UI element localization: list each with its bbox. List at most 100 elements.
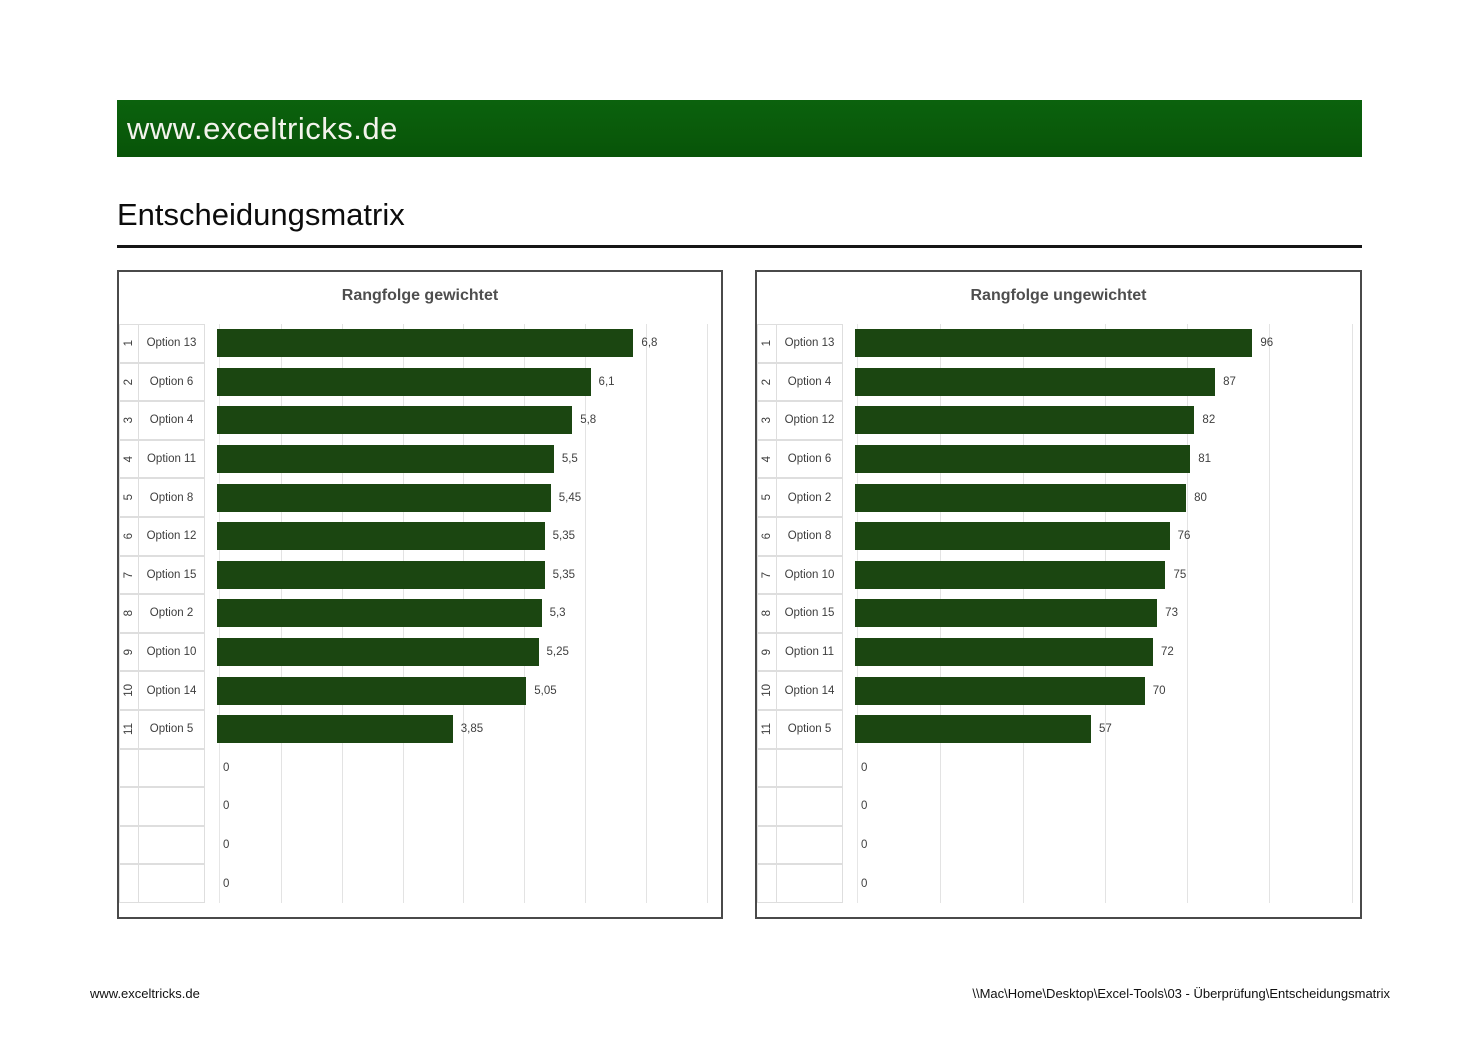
footer-file-path: \\Mac\Home\Desktop\Excel-Tools\03 - Über… — [972, 986, 1390, 1001]
rank-cell: 1 — [757, 324, 777, 363]
rank-cell — [757, 825, 777, 865]
value-label: 3,85 — [460, 723, 484, 736]
category-cell: Option 11 — [139, 439, 205, 479]
category-cell: Option 2 — [777, 478, 843, 517]
rank-label: 5 — [123, 494, 135, 501]
chart-row: 7 Option 10 75 — [757, 555, 1360, 595]
category-cell: Option 15 — [139, 555, 205, 595]
bar-track: 82 — [855, 401, 1360, 440]
category-cell: Option 8 — [139, 478, 205, 517]
chart-row: 4 Option 6 81 — [757, 439, 1360, 479]
bar-track: 73 — [855, 594, 1360, 633]
data-bar — [217, 406, 573, 435]
category-cell: Option 8 — [777, 516, 843, 556]
axis-gap — [843, 517, 855, 556]
chart-title: Rangfolge ungewichtet — [970, 287, 1147, 304]
data-bar — [217, 329, 634, 358]
rank-cell: 10 — [119, 671, 139, 710]
value-label: 6,1 — [598, 375, 615, 388]
chart-title: Rangfolge gewichtet — [341, 287, 499, 304]
data-bar — [217, 715, 453, 744]
rank-label: 1 — [761, 340, 773, 347]
rank-label: 9 — [123, 648, 135, 656]
chart-row: 5 Option 8 5,45 — [119, 478, 721, 517]
rank-label: 8 — [761, 610, 773, 617]
axis-gap — [843, 478, 855, 517]
chart-row: 8 Option 15 73 — [757, 594, 1360, 633]
axis-gap — [843, 363, 855, 402]
rank-label: 7 — [123, 571, 135, 579]
rank-cell: 9 — [119, 632, 139, 672]
data-bar — [855, 329, 1253, 358]
value-label: 0 — [223, 761, 230, 774]
data-bar — [855, 367, 1216, 396]
bar-track: 5,35 — [217, 556, 721, 595]
bar-track: 81 — [855, 440, 1360, 479]
data-bar — [217, 522, 545, 551]
chart-rows: 1 Option 13 6,8 2 Option 6 6,1 3 Option 4 5,8 4 Op… — [119, 324, 721, 903]
axis-gap — [205, 787, 217, 826]
chart-row: 0 — [757, 748, 1360, 788]
chart-row: 2 Option 4 87 — [757, 362, 1360, 402]
rank-cell: 7 — [757, 555, 777, 595]
bar-track: 5,35 — [217, 517, 721, 556]
chart-row: 0 — [119, 748, 721, 788]
rank-cell: 3 — [757, 401, 777, 440]
data-bar — [855, 638, 1154, 667]
data-bar — [855, 522, 1170, 551]
data-bar — [217, 560, 545, 589]
data-bar — [217, 367, 591, 396]
gridline — [585, 324, 587, 903]
axis-gap — [205, 478, 217, 517]
chart-row: 8 Option 2 5,3 — [119, 594, 721, 633]
chart-row: 0 — [119, 825, 721, 865]
axis-gap — [843, 556, 855, 595]
axis-gap — [843, 440, 855, 479]
chart-row: 7 Option 15 5,35 — [119, 555, 721, 595]
data-bar — [217, 638, 539, 667]
category-cell: Option 6 — [139, 362, 205, 402]
value-label: 5,35 — [552, 530, 576, 543]
axis-gap — [843, 710, 855, 749]
bar-track: 5,8 — [217, 401, 721, 440]
rank-cell: 6 — [757, 516, 777, 556]
chart-row: 3 Option 12 82 — [757, 401, 1360, 440]
value-label: 5,5 — [561, 453, 578, 466]
value-label: 82 — [1202, 414, 1216, 427]
data-bar — [855, 483, 1187, 512]
data-bar — [855, 445, 1191, 474]
rank-cell: 3 — [119, 401, 139, 440]
axis-gap — [205, 517, 217, 556]
category-cell: Option 5 — [139, 709, 205, 749]
axis-gap — [843, 401, 855, 440]
rank-cell: 2 — [119, 362, 139, 402]
data-bar — [217, 483, 551, 512]
category-cell — [777, 864, 843, 903]
axis-gap — [205, 749, 217, 788]
data-bar — [855, 676, 1145, 705]
chart-row: 0 — [119, 864, 721, 903]
data-bar — [217, 676, 527, 705]
rank-label: 2 — [123, 378, 135, 386]
axis-gap — [843, 594, 855, 633]
axis-gap — [205, 324, 217, 363]
chart-rangfolge-gewichtet: Rangfolge gewichtet 1 Option 13 6,8 2 Option… — [117, 270, 723, 919]
category-cell — [777, 825, 843, 865]
rank-cell: 8 — [119, 594, 139, 633]
category-cell: Option 14 — [139, 671, 205, 710]
value-label: 5,45 — [558, 491, 582, 504]
axis-gap — [843, 864, 855, 903]
category-cell: Option 12 — [777, 401, 843, 440]
axis-gap — [205, 671, 217, 710]
bar-track: 5,45 — [217, 478, 721, 517]
category-cell: Option 4 — [777, 362, 843, 402]
rank-cell: 5 — [119, 478, 139, 517]
chart-rows: 1 Option 13 96 2 Option 4 87 3 Option 12 82 4 Opti… — [757, 324, 1360, 903]
rank-cell — [757, 748, 777, 788]
chart-rangfolge-ungewichtet: Rangfolge ungewichtet 1 Option 13 96 2 Optio… — [755, 270, 1362, 919]
value-label: 0 — [223, 877, 230, 890]
rank-cell: 4 — [119, 439, 139, 479]
category-cell: Option 12 — [139, 516, 205, 556]
value-label: 81 — [1198, 453, 1212, 466]
